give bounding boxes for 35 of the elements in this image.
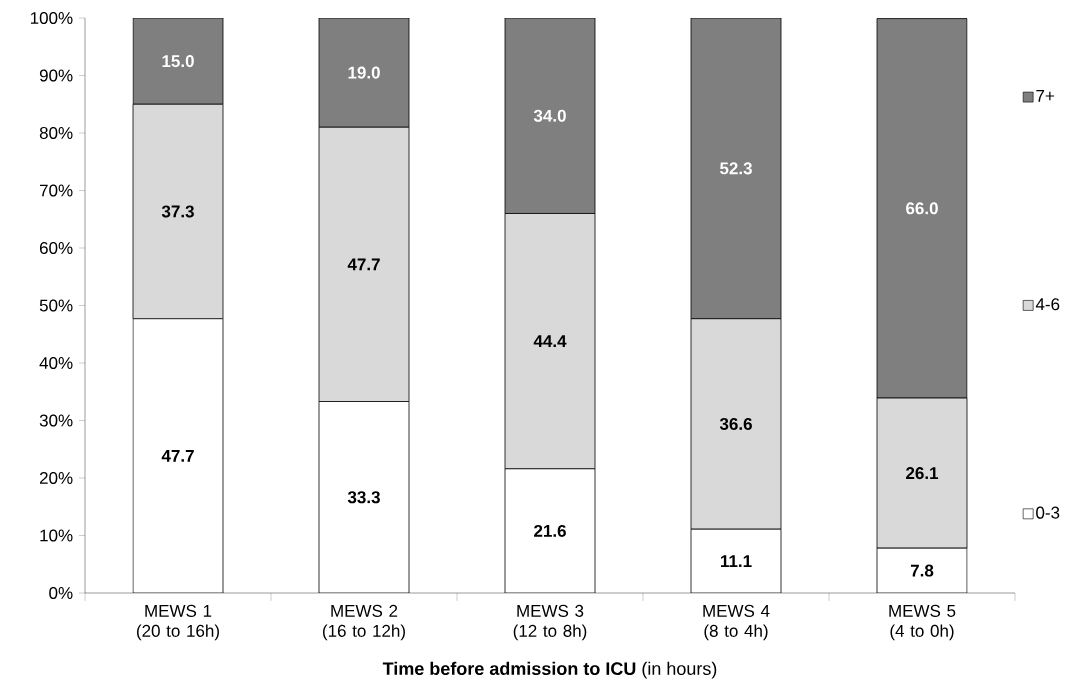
data-label: 19.0 — [348, 66, 380, 79]
data-label: 15.0 — [162, 55, 194, 68]
x-tick-label: MEWS 3 (12 to 8h) — [513, 604, 587, 641]
legend-label: 7+ — [1036, 89, 1055, 102]
y-tick-label: 30% — [39, 414, 73, 427]
data-label: 26.1 — [906, 467, 939, 480]
x-tick-label: MEWS 2 (16 to 12h) — [323, 604, 405, 641]
x-tick-label: MEWS 1 (20 to 16h) — [137, 604, 219, 641]
data-label: 34.0 — [533, 109, 566, 122]
y-tick-label: 50% — [39, 299, 73, 312]
data-label: 66.0 — [906, 202, 938, 215]
y-tick-label: 20% — [39, 471, 73, 485]
y-tick-label: 40% — [39, 356, 73, 370]
data-label: 37.3 — [161, 205, 194, 218]
x-tick-label: MEWS 5 (4 to 0h) — [889, 604, 956, 641]
legend-label: 0-3 — [1036, 506, 1060, 519]
y-tick-label: 10% — [40, 529, 73, 542]
y-tick-label: 90% — [39, 69, 73, 82]
y-tick-label: 100% — [30, 11, 73, 25]
data-label: 47.7 — [347, 258, 380, 271]
data-label: 44.4 — [533, 335, 567, 347]
data-label: 21.6 — [534, 524, 566, 537]
y-tick-label: 80% — [39, 126, 73, 140]
x-tick-label: MEWS 4 (8 to 4h) — [703, 604, 770, 641]
y-tick-label: 0% — [49, 586, 73, 600]
legend-label: 4-6 — [1035, 298, 1060, 311]
data-label: 7.8 — [910, 564, 934, 577]
data-label: 33.3 — [347, 491, 380, 504]
data-label: 52.3 — [719, 162, 752, 175]
y-tick-label: 60% — [39, 241, 73, 255]
y-tick-label: 70% — [39, 184, 73, 197]
data-label: 11.1 — [721, 555, 752, 567]
x-axis-title: Time before admission to ICU (in hours) — [382, 661, 717, 679]
data-label: 36.6 — [719, 417, 752, 430]
data-label: 47.7 — [161, 450, 194, 462]
